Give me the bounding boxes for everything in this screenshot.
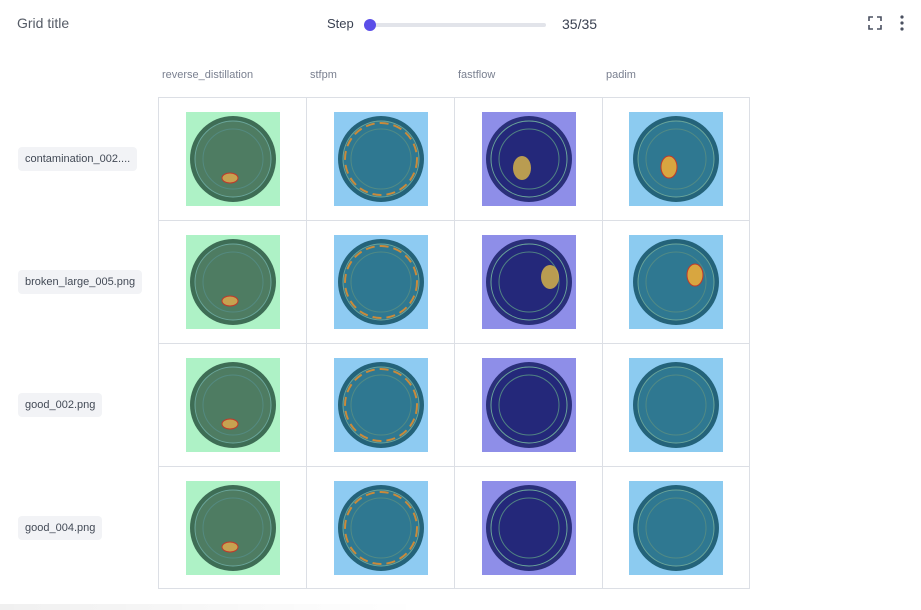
heatmap-image-fastflow[interactable] [482,235,576,329]
step-value: 35/35 [562,16,598,32]
heatmap-image-reverse-distillation[interactable] [186,358,280,452]
heatmap-image-padim[interactable] [629,112,723,206]
heatmap-image-padim[interactable] [629,235,723,329]
slider-thumb[interactable] [364,19,376,31]
heatmap-image-padim[interactable] [629,358,723,452]
heatmap-image-reverse-distillation[interactable] [186,112,280,206]
slider-track[interactable] [369,23,546,27]
bottom-shadow [0,604,420,610]
expand-icon[interactable] [867,15,883,31]
heatmap-image-stfpm[interactable] [334,112,428,206]
step-slider[interactable] [364,19,546,31]
column-header-padim: padim [606,69,636,81]
grid-title: Grid title [17,15,70,31]
heatmap-image-reverse-distillation[interactable] [186,235,280,329]
step-label: Step [327,16,354,31]
image-grid [158,97,750,589]
row-label-contamination-002[interactable]: contamination_002.... [18,147,138,171]
heatmap-image-padim[interactable] [629,481,723,575]
column-header-fastflow: fastflow [458,69,496,81]
row-label-good-004[interactable]: good_004.png [18,516,103,540]
heatmap-image-fastflow[interactable] [482,112,576,206]
row-label-broken-large-005[interactable]: broken_large_005.png [18,270,143,294]
grid-divider [159,466,749,467]
heatmap-image-fastflow[interactable] [482,481,576,575]
heatmap-image-stfpm[interactable] [334,481,428,575]
grid-divider [159,343,749,344]
more-vertical-icon[interactable] [894,15,910,31]
row-label-good-002[interactable]: good_002.png [18,393,103,417]
heatmap-image-reverse-distillation[interactable] [186,481,280,575]
grid-divider [159,220,749,221]
column-header-stfpm: stfpm [310,69,337,81]
heatmap-image-fastflow[interactable] [482,358,576,452]
heatmap-image-stfpm[interactable] [334,235,428,329]
heatmap-image-stfpm[interactable] [334,358,428,452]
column-header-reverse-distillation: reverse_distillation [162,69,254,81]
